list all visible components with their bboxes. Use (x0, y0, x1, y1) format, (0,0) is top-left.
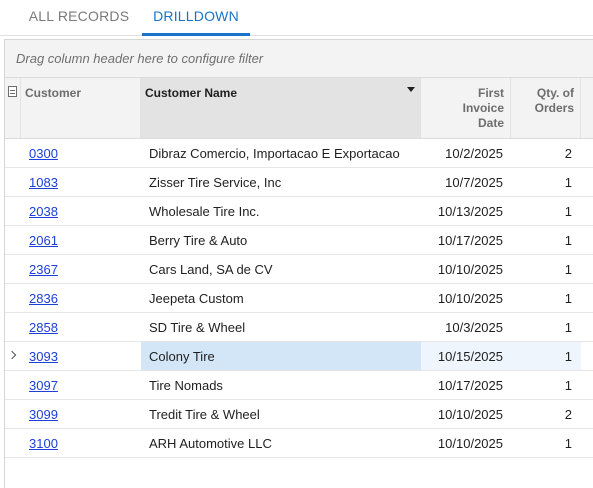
customer-name-cell[interactable]: Tredit Tire & Wheel (149, 407, 260, 422)
customer-id-link[interactable]: 1083 (29, 175, 58, 190)
customer-id-link[interactable]: 2836 (29, 291, 58, 306)
column-header-qty-of-orders[interactable]: Qty. of Orders (511, 78, 581, 139)
customer-cell: 2858 (21, 313, 141, 341)
column-header-customer[interactable]: Customer (21, 78, 141, 139)
customer-name-cell[interactable]: Tire Nomads (149, 378, 223, 393)
table-row[interactable]: 2367 Cars Land, SA de CV 10/10/2025 1 (5, 255, 593, 284)
customer-cell: 2836 (21, 284, 141, 312)
row-indicator-cell[interactable] (5, 371, 21, 399)
table-row[interactable]: 3100 ARH Automotive LLC 10/10/2025 1 (5, 429, 593, 458)
row-indicator-cell[interactable] (5, 313, 21, 341)
column-settings-header[interactable] (5, 78, 21, 139)
customer-cell: 2061 (21, 226, 141, 254)
qty-of-orders-cell[interactable]: 1 (564, 378, 572, 393)
customer-name-cell[interactable]: Berry Tire & Auto (149, 233, 248, 248)
first-invoice-date-cell[interactable]: 10/17/2025 (437, 378, 503, 393)
customer-name-cell[interactable]: SD Tire & Wheel (149, 320, 246, 335)
sort-descending-icon[interactable] (407, 87, 415, 92)
column-header-label: Qty. of Orders (534, 86, 574, 115)
column-header-first-invoice-date[interactable]: First Invoice Date (421, 78, 511, 139)
row-indicator-cell[interactable] (5, 255, 21, 283)
customer-id-link[interactable]: 2858 (29, 320, 58, 335)
customer-name-cell[interactable]: Jeepeta Custom (149, 291, 244, 306)
qty-of-orders-cell[interactable]: 2 (564, 146, 572, 161)
table-row[interactable]: 0300 Dibraz Comercio, Importacao E Export… (5, 139, 593, 168)
customer-cell: 2367 (21, 255, 141, 283)
table-row[interactable]: 3097 Tire Nomads 10/17/2025 1 (5, 371, 593, 400)
first-invoice-date-cell[interactable]: 10/10/2025 (437, 262, 503, 277)
first-invoice-date-cell[interactable]: 10/7/2025 (445, 175, 503, 190)
table-row[interactable]: 2038 Wholesale Tire Inc. 10/13/2025 1 (5, 197, 593, 226)
row-indicator-cell[interactable] (5, 139, 21, 167)
customer-cell: 3097 (21, 371, 141, 399)
row-indicator-cell[interactable] (5, 400, 21, 428)
customer-cell: 3100 (21, 429, 141, 457)
row-indicator-cell[interactable] (5, 226, 21, 254)
group-by-drop-area[interactable]: Drag column header here to configure fil… (5, 40, 593, 78)
row-indicator-cell[interactable] (5, 342, 21, 370)
qty-of-orders-cell[interactable]: 1 (564, 262, 572, 277)
qty-of-orders-cell[interactable]: 1 (564, 291, 572, 306)
row-indicator-cell[interactable] (5, 197, 21, 225)
customer-id-link[interactable]: 3093 (29, 349, 58, 364)
customer-cell: 1083 (21, 168, 141, 196)
customer-id-link[interactable]: 0300 (29, 146, 58, 161)
tab-all-records[interactable]: ALL RECORDS (28, 8, 130, 24)
first-invoice-date-cell[interactable]: 10/3/2025 (445, 320, 503, 335)
customer-id-link[interactable]: 2038 (29, 204, 58, 219)
customer-name-cell[interactable]: Dibraz Comercio, Importacao E Exportacao (149, 146, 400, 161)
table-row[interactable]: 2836 Jeepeta Custom 10/10/2025 1 (5, 284, 593, 313)
drilldown-grid: Drag column header here to configure fil… (4, 39, 593, 488)
first-invoice-date-cell[interactable]: 10/2/2025 (445, 146, 503, 161)
column-filter-icon[interactable] (8, 86, 17, 97)
row-indicator-cell[interactable] (5, 429, 21, 457)
customer-cell: 3093 (21, 342, 141, 370)
column-header-filler (581, 78, 593, 139)
first-invoice-date-cell[interactable]: 10/13/2025 (437, 204, 503, 219)
customer-id-link[interactable]: 3099 (29, 407, 58, 422)
table-row[interactable]: 3093 Colony Tire 10/15/2025 1 (5, 342, 593, 371)
qty-of-orders-cell[interactable]: 1 (511, 342, 581, 370)
customer-cell: 3099 (21, 400, 141, 428)
column-header-label: Customer Name (145, 86, 238, 100)
customer-id-link[interactable]: 2367 (29, 262, 58, 277)
table-row[interactable]: 1083 Zisser Tire Service, Inc 10/7/2025 1 (5, 168, 593, 197)
row-indicator-cell[interactable] (5, 168, 21, 196)
customer-name-cell[interactable]: Colony Tire (141, 342, 421, 370)
customer-id-link[interactable]: 2061 (29, 233, 58, 248)
first-invoice-date-cell[interactable]: 10/10/2025 (437, 291, 503, 306)
column-header-label: Customer (25, 86, 82, 100)
first-invoice-date-cell[interactable]: 10/10/2025 (437, 436, 503, 451)
qty-of-orders-cell[interactable]: 2 (564, 407, 572, 422)
qty-of-orders-cell[interactable]: 1 (564, 204, 572, 219)
customer-id-link[interactable]: 3100 (29, 436, 58, 451)
table-row[interactable]: 2858 SD Tire & Wheel 10/3/2025 1 (5, 313, 593, 342)
column-header-label: First Invoice Date (462, 86, 504, 130)
row-indicator-cell[interactable] (5, 284, 21, 312)
qty-of-orders-cell[interactable]: 1 (564, 436, 572, 451)
column-header-customer-name[interactable]: Customer Name (141, 78, 421, 139)
first-invoice-date-cell[interactable]: 10/15/2025 (421, 342, 511, 370)
tab-drilldown[interactable]: DRILLDOWN (142, 0, 250, 36)
chevron-right-icon (7, 350, 17, 360)
qty-of-orders-cell[interactable]: 1 (564, 175, 572, 190)
customer-name-cell[interactable]: Cars Land, SA de CV (149, 262, 273, 277)
first-invoice-date-cell[interactable]: 10/10/2025 (437, 407, 503, 422)
customer-cell: 0300 (21, 139, 141, 167)
tab-bar: ALL RECORDS DRILLDOWN (0, 0, 593, 36)
customer-name-cell[interactable]: ARH Automotive LLC (149, 436, 272, 451)
qty-of-orders-cell[interactable]: 1 (564, 320, 572, 335)
grid-body: 0300 Dibraz Comercio, Importacao E Export… (5, 139, 593, 458)
customer-name-cell[interactable]: Zisser Tire Service, Inc (149, 175, 282, 190)
customer-id-link[interactable]: 3097 (29, 378, 58, 393)
customer-cell: 2038 (21, 197, 141, 225)
table-row[interactable]: 2061 Berry Tire & Auto 10/17/2025 1 (5, 226, 593, 255)
customer-name-cell[interactable]: Wholesale Tire Inc. (149, 204, 260, 219)
qty-of-orders-cell[interactable]: 1 (564, 233, 572, 248)
table-row[interactable]: 3099 Tredit Tire & Wheel 10/10/2025 2 (5, 400, 593, 429)
first-invoice-date-cell[interactable]: 10/17/2025 (437, 233, 503, 248)
